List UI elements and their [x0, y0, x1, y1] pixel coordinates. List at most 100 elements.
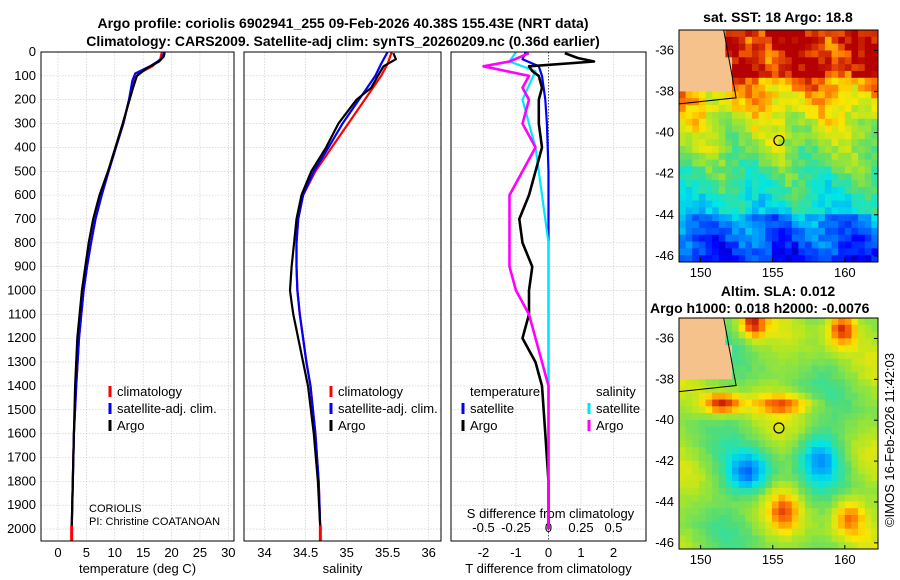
- map-cell: [718, 180, 726, 188]
- map-cell: [679, 542, 687, 549]
- map-cell: [838, 385, 846, 394]
- map-cell: [771, 166, 779, 174]
- map-cell: [765, 331, 773, 339]
- map-cell: [798, 139, 806, 147]
- map-cell: [751, 501, 760, 509]
- map-cell: [838, 221, 846, 229]
- depth-tick-label: 600: [14, 187, 36, 202]
- map-cell: [785, 535, 793, 543]
- map-cell: [745, 214, 753, 222]
- map-cell: [698, 515, 707, 523]
- map-cell: [679, 494, 687, 502]
- map-cell: [698, 152, 707, 161]
- map-cell: [791, 111, 799, 120]
- map-cell: [838, 36, 846, 45]
- map-cell: [725, 521, 733, 530]
- map-cell: [805, 460, 813, 468]
- map-cell: [844, 515, 852, 523]
- map-cell: [778, 481, 786, 489]
- map-cell: [718, 392, 726, 401]
- map-cell: [805, 36, 813, 45]
- map-cell: [751, 36, 760, 45]
- map-cell: [712, 77, 720, 86]
- map-cell: [698, 399, 707, 407]
- map-cell: [685, 433, 693, 441]
- map-cell: [811, 447, 819, 455]
- map-cell: [771, 221, 779, 229]
- map-cell: [811, 345, 819, 353]
- map-cell: [732, 487, 740, 496]
- map-cell: [824, 57, 833, 65]
- map-cell: [778, 227, 786, 236]
- map-cell: [864, 50, 872, 58]
- map-cell: [771, 180, 779, 188]
- map-cell: [831, 57, 839, 65]
- map-cell: [791, 515, 799, 523]
- map-cell: [871, 413, 878, 421]
- map-cell: [679, 345, 687, 353]
- map-cell: [698, 481, 707, 489]
- map-cell: [698, 535, 707, 543]
- map-cell: [844, 535, 852, 543]
- map-cell: [785, 139, 793, 147]
- map-cell: [712, 248, 720, 256]
- map-cell: [831, 152, 839, 161]
- map-cell: [805, 318, 813, 326]
- map-cell: [824, 118, 833, 127]
- map-cell: [705, 508, 713, 516]
- map-cell: [864, 392, 872, 401]
- map-cell: [811, 98, 819, 106]
- map-cell: [824, 474, 833, 482]
- map-cell: [758, 447, 766, 455]
- map-cell: [805, 399, 813, 407]
- map-cell: [778, 365, 786, 373]
- x-tick-label: 15: [136, 545, 150, 560]
- map-cell: [732, 433, 740, 441]
- map-cell: [679, 318, 687, 326]
- map-cell: [858, 36, 866, 45]
- map-cell: [705, 453, 713, 462]
- map-cell: [851, 324, 859, 333]
- map-cell: [811, 433, 819, 441]
- map-cell: [758, 481, 766, 489]
- map-cell: [791, 132, 799, 140]
- map-cell: [844, 399, 852, 407]
- map-cell: [871, 139, 878, 147]
- map-cell: [751, 227, 760, 236]
- map-cell: [864, 227, 872, 236]
- sla-map-axes: 150 155 160-36-38-40-42-44-46: [655, 330, 878, 567]
- map-cell: [725, 460, 733, 468]
- map-cell: [778, 200, 786, 208]
- map-cell: [811, 207, 819, 215]
- x-tick-label: 35: [339, 545, 353, 560]
- map-cell: [732, 521, 740, 530]
- map-cell: [831, 365, 839, 373]
- map-cell: [679, 77, 687, 86]
- x-tick-label: 34.5: [293, 545, 318, 560]
- map-cell: [824, 111, 833, 120]
- figure-title-line1: Argo profile: coriolis 6902941_255 09-Fe…: [97, 15, 588, 31]
- map-cell: [771, 413, 779, 421]
- map-cell: [745, 234, 753, 243]
- map-cell: [798, 487, 806, 496]
- map-cell: [851, 139, 859, 147]
- map-cell: [765, 358, 773, 367]
- map-cell: [831, 453, 839, 462]
- map-cell: [838, 351, 846, 360]
- map-cell: [692, 515, 700, 523]
- map-cell: [705, 105, 713, 113]
- map-cell: [871, 447, 878, 455]
- map-cell: [864, 372, 872, 380]
- map-cell: [685, 186, 693, 195]
- map-cell: [698, 426, 707, 434]
- map-cell: [718, 508, 726, 516]
- annotation-line: PI: Christine COATANOAN: [89, 516, 220, 528]
- map-cell: [712, 419, 720, 428]
- map-cell: [771, 105, 779, 113]
- map-cell: [725, 440, 733, 448]
- map-cell: [758, 57, 766, 65]
- map-cell: [798, 98, 806, 106]
- map-cell: [851, 345, 859, 353]
- map-cell: [831, 413, 839, 421]
- map-cell: [685, 193, 693, 202]
